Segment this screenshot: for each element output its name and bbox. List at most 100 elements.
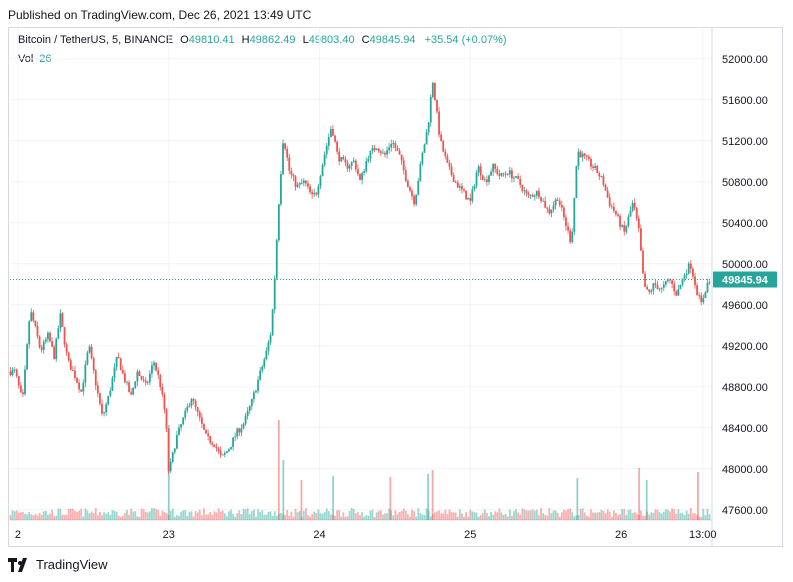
candle-body bbox=[498, 174, 501, 176]
volume-bar bbox=[510, 515, 513, 520]
volume-bar bbox=[615, 513, 617, 520]
candle-body bbox=[76, 378, 78, 383]
volume-bar bbox=[629, 509, 632, 520]
volume-bar bbox=[490, 511, 492, 520]
change-value: +35.54 (+0.07%) bbox=[424, 34, 507, 46]
candle-body bbox=[402, 160, 405, 171]
volume-bar bbox=[567, 509, 569, 520]
volume-bar bbox=[436, 511, 438, 520]
candle-body bbox=[329, 129, 332, 138]
volume-bar bbox=[71, 508, 74, 520]
candle-body bbox=[242, 423, 245, 429]
candle-body bbox=[446, 156, 449, 163]
candle-body bbox=[639, 228, 642, 251]
candle-body bbox=[17, 376, 20, 386]
candle-body bbox=[321, 164, 324, 177]
volume-bar bbox=[587, 516, 590, 520]
volume-bar bbox=[654, 509, 657, 520]
volume-bar bbox=[252, 509, 255, 520]
candle-body bbox=[215, 447, 218, 449]
volume-bar bbox=[627, 509, 630, 520]
volume-bar bbox=[696, 514, 698, 520]
candle-body bbox=[454, 181, 457, 183]
candle-body bbox=[153, 362, 155, 366]
candle-body bbox=[128, 382, 130, 393]
volume-bar bbox=[211, 514, 214, 520]
volume-bar bbox=[406, 514, 409, 520]
volume-bar bbox=[188, 511, 191, 520]
candle-body bbox=[442, 140, 445, 152]
candle-body bbox=[159, 374, 162, 387]
volume-bar bbox=[84, 508, 87, 520]
volume-bar bbox=[498, 508, 501, 520]
volume-bar bbox=[592, 512, 594, 520]
volume-bar bbox=[664, 509, 667, 520]
volume-bar bbox=[117, 515, 120, 520]
candle-body bbox=[425, 132, 428, 145]
candle-body bbox=[198, 412, 201, 418]
price-axis[interactable]: 52000.00 51600.00 51200.00 50800.00 50400.00… bbox=[722, 54, 768, 517]
candle-body bbox=[598, 172, 601, 177]
candle-body bbox=[336, 141, 339, 152]
candle-body bbox=[461, 186, 463, 190]
candle-body bbox=[178, 427, 180, 435]
volume-bar bbox=[673, 509, 676, 520]
volume-bar bbox=[598, 512, 601, 520]
candle-body bbox=[508, 170, 511, 175]
candle-body bbox=[173, 448, 176, 453]
volume-bar bbox=[648, 514, 651, 520]
candle-body bbox=[78, 382, 81, 390]
volume-bar bbox=[500, 512, 503, 520]
volume-bar bbox=[450, 512, 453, 520]
candle-body bbox=[450, 166, 453, 175]
chart-frame[interactable] bbox=[8, 27, 783, 547]
volume-bar bbox=[105, 513, 108, 520]
volume-bar bbox=[386, 513, 388, 520]
candle-body bbox=[244, 416, 247, 424]
candle-body bbox=[467, 198, 470, 200]
candle-body bbox=[361, 173, 363, 180]
volume-bar bbox=[232, 514, 234, 520]
candle-body bbox=[519, 178, 522, 185]
volume-bar bbox=[298, 510, 301, 520]
volume-bar bbox=[404, 510, 407, 520]
volume-bar bbox=[126, 510, 128, 520]
low-value: 49803.40 bbox=[308, 34, 355, 46]
candle-body bbox=[563, 207, 565, 218]
tradingview-brand[interactable]: TradingView bbox=[8, 557, 108, 572]
candle-body bbox=[82, 382, 85, 392]
candle-body bbox=[269, 335, 272, 343]
volume-bar bbox=[375, 512, 378, 520]
candle-body bbox=[567, 226, 569, 231]
candle-body bbox=[265, 350, 268, 360]
volume-bar bbox=[402, 508, 405, 520]
candle-body bbox=[352, 160, 355, 163]
candle-body bbox=[615, 210, 617, 215]
candle-body bbox=[637, 218, 640, 229]
time-axis[interactable]: 2 23 24 25 26 13:00 bbox=[15, 529, 717, 541]
candle-body bbox=[136, 371, 139, 382]
volume-bar bbox=[209, 511, 212, 520]
candle-body bbox=[236, 428, 239, 437]
low-label: L bbox=[302, 34, 309, 46]
candle-body bbox=[692, 268, 694, 277]
candle-body bbox=[221, 454, 224, 456]
candle-body bbox=[542, 200, 545, 202]
candle-body bbox=[635, 207, 638, 219]
volume-bar bbox=[307, 515, 309, 520]
candle-body bbox=[90, 346, 93, 358]
candle-body bbox=[196, 407, 199, 413]
candle-body bbox=[411, 190, 413, 197]
volume-bar bbox=[631, 513, 634, 520]
volume-bar bbox=[267, 511, 270, 520]
candle-body bbox=[390, 144, 393, 148]
volume-bar bbox=[702, 508, 705, 520]
candle-body bbox=[704, 292, 707, 299]
candle-body bbox=[354, 160, 357, 170]
volume-bar bbox=[144, 511, 147, 520]
candle-body bbox=[481, 175, 484, 180]
x-tick-label: 24 bbox=[313, 529, 325, 541]
volume-bar bbox=[515, 509, 517, 520]
volume-bar bbox=[217, 508, 220, 520]
